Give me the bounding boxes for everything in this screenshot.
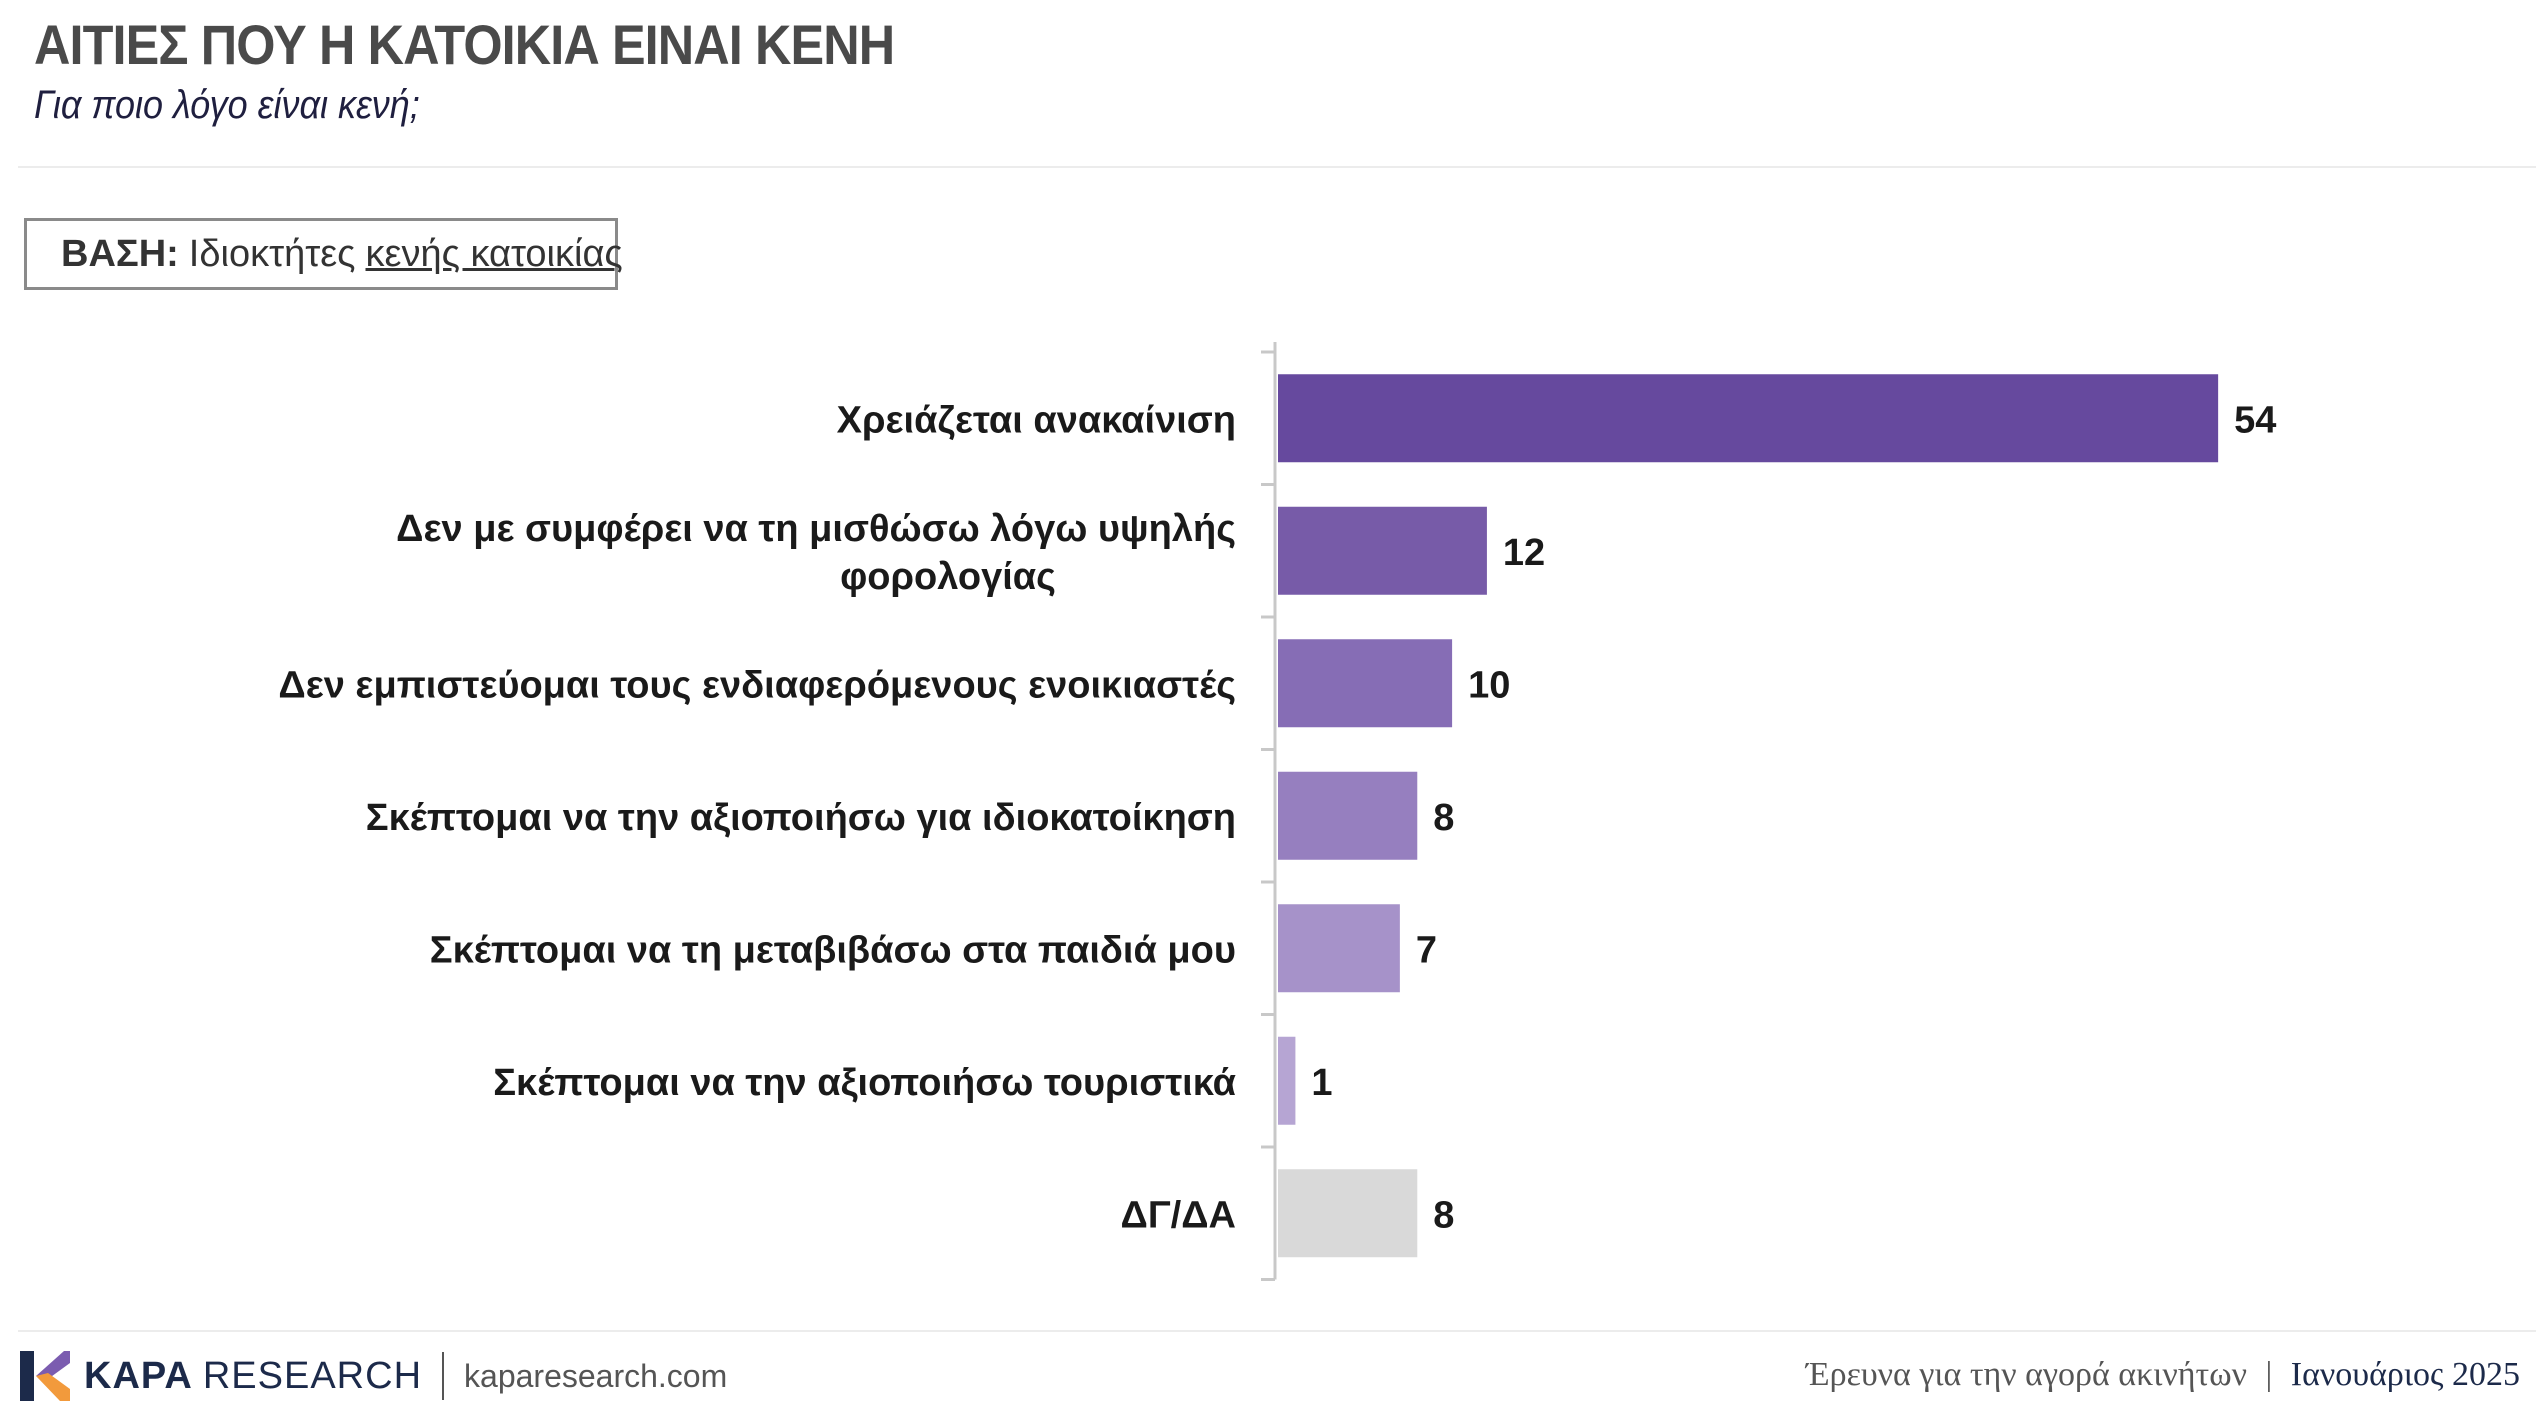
base-text: Ιδιοκτήτες xyxy=(188,232,356,275)
bar xyxy=(1278,771,1418,860)
top-divider xyxy=(18,166,2536,168)
header: ΑΙΤΙΕΣ ΠΟΥ Η ΚΑΤΟΙΚΙΑ ΕΙΝΑΙ ΚΕΝΗ Για ποι… xyxy=(34,12,990,128)
value-label: 1 xyxy=(1311,1062,1332,1104)
bar xyxy=(1278,904,1400,993)
bar xyxy=(1278,639,1453,728)
bar xyxy=(1278,506,1487,595)
page-title: ΑΙΤΙΕΣ ΠΟΥ Η ΚΑΤΟΙΚΙΑ ΕΙΝΑΙ ΚΕΝΗ xyxy=(34,13,895,76)
base-box: ΒΑΣΗ: Ιδιοκτήτες κενής κατοικίας xyxy=(24,218,623,290)
value-label: 12 xyxy=(1503,532,1545,574)
footer-separator xyxy=(442,1352,445,1400)
footer-brand: KAPA RESEARCH kaparesearch.com xyxy=(20,1348,727,1404)
category-label: Σκέπτομαι να τη μεταβιβάσω στα παιδιά μο… xyxy=(430,929,1236,971)
brand-name-light: RESEARCH xyxy=(202,1354,423,1397)
value-label: 10 xyxy=(1468,664,1510,706)
value-label: 8 xyxy=(1433,1194,1454,1236)
category-label: Δεν εμπιστεύομαι τους ενδιαφερόμενους εν… xyxy=(278,664,1236,706)
bar-chart: 54 Χρειάζεται ανακαίνιση 12 Δεν με συμφέρει… xyxy=(278,342,2276,1281)
value-label: 8 xyxy=(1433,797,1454,839)
brand-name-bold: KAPA xyxy=(84,1354,193,1397)
survey-date: Ιανουάριος 2025 xyxy=(2290,1356,2520,1393)
survey-separator: | xyxy=(2265,1356,2273,1393)
bar xyxy=(1278,1036,1296,1125)
category-label: Δεν με συμφέρει να τη μισθώσω λόγω υψηλή… xyxy=(396,508,1236,550)
page-subtitle: Για ποιο λόγο είναι κενή; xyxy=(34,83,420,127)
footer-survey-info: Έρευνα για την αγορά ακινήτων | Ιανουάρι… xyxy=(1806,1356,2520,1394)
value-label: 54 xyxy=(2234,399,2276,441)
category-label: ΔΓ/ΔΑ xyxy=(1121,1194,1236,1236)
base-text-underlined: κενής κατοικίας xyxy=(365,232,623,275)
kapa-logo-icon xyxy=(20,1351,70,1401)
bar xyxy=(1278,374,2219,463)
survey-name: Έρευνα για την αγορά ακινήτων xyxy=(1806,1356,2247,1393)
base-label: ΒΑΣΗ: xyxy=(61,232,179,275)
category-label: Σκέπτομαι να την αξιοποιήσω τουριστικά xyxy=(493,1062,1236,1104)
bar xyxy=(1278,1169,1418,1258)
category-label: Σκέπτομαι να την αξιοποιήσω για ιδιοκατο… xyxy=(366,797,1236,839)
category-label: φορολογίας xyxy=(840,556,1056,598)
bottom-divider xyxy=(18,1330,2536,1332)
website-link[interactable]: kaparesearch.com xyxy=(464,1357,728,1394)
value-label: 7 xyxy=(1416,929,1437,971)
category-label: Χρειάζεται ανακαίνιση xyxy=(837,399,1236,441)
